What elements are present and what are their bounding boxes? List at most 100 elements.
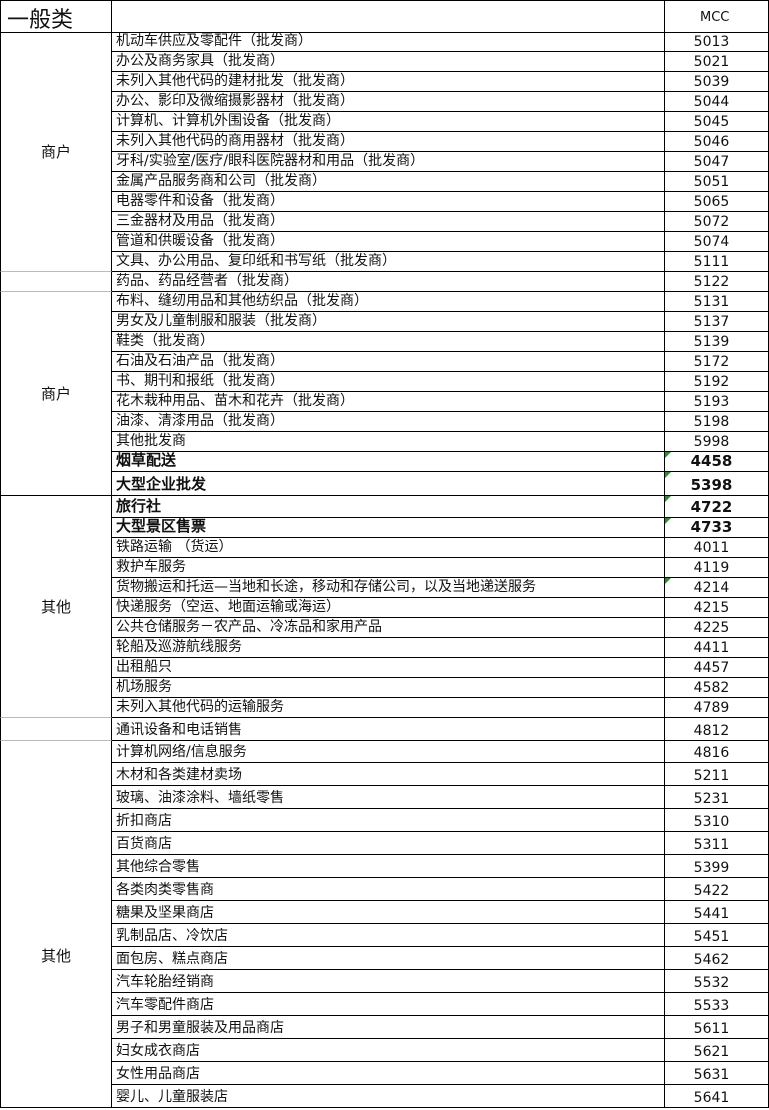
merchant-type-cell: 布料、缝纫用品和其他纺织品（批发商） — [112, 292, 665, 312]
merchant-type-cell: 女性用品商店 — [112, 1062, 665, 1085]
merchant-type-cell: 糖果及坚果商店 — [112, 901, 665, 924]
mcc-code-cell: 5231 — [665, 786, 769, 809]
mcc-code-cell: 5192 — [665, 372, 769, 392]
mcc-code-cell: 5451 — [665, 924, 769, 947]
group-cell: 商户 — [0, 292, 112, 496]
mcc-code-cell: 5311 — [665, 832, 769, 855]
group-cell — [0, 718, 112, 741]
mcc-code-cell: 5039 — [665, 72, 769, 92]
mcc-code-cell: 4215 — [665, 598, 769, 618]
merchant-type-cell: 轮船及巡游航线服务 — [112, 638, 665, 658]
mcc-code-cell: 4816 — [665, 741, 769, 763]
mcc-code-cell: 4582 — [665, 678, 769, 698]
merchant-type-cell: 未列入其他代码的运输服务 — [112, 698, 665, 718]
group-cell: 商户 — [0, 32, 112, 272]
mcc-code-cell: 4722 — [665, 496, 769, 518]
mcc-code-cell: 5621 — [665, 1039, 769, 1062]
mcc-code-cell: 5021 — [665, 52, 769, 72]
mcc-code-cell: 5044 — [665, 92, 769, 112]
merchant-type-cell: 通讯设备和电话销售 — [112, 718, 665, 741]
error-indicator-icon — [665, 496, 671, 502]
header-name-cell — [112, 0, 665, 33]
merchant-type-cell: 大型企业批发 — [112, 472, 665, 496]
merchant-type-cell: 玻璃、油漆涂料、墙纸零售 — [112, 786, 665, 809]
mcc-code-cell: 5532 — [665, 970, 769, 993]
mcc-code-cell: 5137 — [665, 312, 769, 332]
merchant-type-cell: 计算机、计算机外围设备（批发商） — [112, 112, 665, 132]
merchant-type-cell: 旅行社 — [112, 496, 665, 518]
mcc-code-cell: 4011 — [665, 538, 769, 558]
merchant-type-cell: 乳制品店、冷饮店 — [112, 924, 665, 947]
mcc-code-cell: 5399 — [665, 855, 769, 878]
mcc-code-cell: 4214 — [665, 578, 769, 598]
merchant-type-cell: 婴儿、儿童服装店 — [112, 1085, 665, 1108]
merchant-type-cell: 男女及儿童制服和服装（批发商） — [112, 312, 665, 332]
mcc-code-cell: 5046 — [665, 132, 769, 152]
merchant-type-cell: 三金器材及用品（批发商） — [112, 212, 665, 232]
header-category-cell: 一般类 — [0, 0, 112, 33]
merchant-type-cell: 救护车服务 — [112, 558, 665, 578]
merchant-type-cell: 快递服务（空运、地面运输或海运） — [112, 598, 665, 618]
mcc-code-cell: 5013 — [665, 32, 769, 52]
merchant-type-cell: 花木栽种用品、苗木和花卉（批发商） — [112, 392, 665, 412]
merchant-type-cell: 电器零件和设备（批发商） — [112, 192, 665, 212]
mcc-code-cell: 5122 — [665, 272, 769, 292]
merchant-type-cell: 铁路运输 （货运） — [112, 538, 665, 558]
merchant-type-cell: 未列入其他代码的建材批发（批发商） — [112, 72, 665, 92]
merchant-type-cell: 木材和各类建材卖场 — [112, 763, 665, 786]
mcc-code-cell: 5998 — [665, 432, 769, 452]
mcc-code-cell: 5462 — [665, 947, 769, 970]
mcc-code-cell: 5422 — [665, 878, 769, 901]
merchant-type-cell: 未列入其他代码的商用器材（批发商） — [112, 132, 665, 152]
merchant-type-cell: 药品、药品经营者（批发商） — [112, 272, 665, 292]
group-cell: 其他 — [0, 496, 112, 718]
merchant-type-cell: 出租船只 — [112, 658, 665, 678]
error-indicator-icon — [665, 472, 671, 478]
error-indicator-icon — [665, 518, 671, 524]
merchant-type-cell: 油漆、清漆用品（批发商） — [112, 412, 665, 432]
mcc-code-cell: 5631 — [665, 1062, 769, 1085]
header-mcc: MCC — [700, 10, 730, 25]
header-mcc-cell: MCC — [665, 0, 769, 33]
group-label: 其他 — [40, 947, 71, 965]
merchant-type-cell: 烟草配送 — [112, 452, 665, 472]
merchant-type-cell: 货物搬运和托运—当地和长途，移动和存储公司，以及当地递送服务 — [112, 578, 665, 598]
mcc-code-cell: 5172 — [665, 352, 769, 372]
mcc-code-cell: 5074 — [665, 232, 769, 252]
mcc-code-cell: 5611 — [665, 1016, 769, 1039]
merchant-type-cell: 计算机网络/信息服务 — [112, 741, 665, 763]
mcc-code-cell: 4457 — [665, 658, 769, 678]
mcc-code-cell: 5193 — [665, 392, 769, 412]
merchant-type-cell: 其他批发商 — [112, 432, 665, 452]
mcc-code-cell: 5139 — [665, 332, 769, 352]
merchant-type-cell: 折扣商店 — [112, 809, 665, 832]
mcc-code-cell: 4225 — [665, 618, 769, 638]
merchant-type-cell: 机动车供应及零配件（批发商） — [112, 32, 665, 52]
mcc-code-cell: 5310 — [665, 809, 769, 832]
mcc-code-cell: 4119 — [665, 558, 769, 578]
merchant-type-cell: 妇女成衣商店 — [112, 1039, 665, 1062]
merchant-type-cell: 其他综合零售 — [112, 855, 665, 878]
merchant-type-cell: 汽车轮胎经销商 — [112, 970, 665, 993]
mcc-code-cell: 5047 — [665, 152, 769, 172]
merchant-type-cell: 百货商店 — [112, 832, 665, 855]
mcc-code-cell: 4812 — [665, 718, 769, 741]
mcc-code-cell: 5065 — [665, 192, 769, 212]
mcc-code-cell: 5051 — [665, 172, 769, 192]
header-category: 一般类 — [7, 8, 74, 33]
merchant-type-cell: 鞋类（批发商） — [112, 332, 665, 352]
merchant-type-cell: 公共仓储服务－农产品、冷冻品和家用产品 — [112, 618, 665, 638]
merchant-type-cell: 男子和男童服装及用品商店 — [112, 1016, 665, 1039]
merchant-type-cell: 大型景区售票 — [112, 518, 665, 538]
merchant-type-cell: 面包房、糕点商店 — [112, 947, 665, 970]
mcc-code-cell: 4733 — [665, 518, 769, 538]
mcc-code-cell: 5072 — [665, 212, 769, 232]
mcc-code-cell: 4789 — [665, 698, 769, 718]
mcc-code-cell: 4411 — [665, 638, 769, 658]
error-indicator-icon — [665, 578, 671, 584]
mcc-code-cell: 5198 — [665, 412, 769, 432]
group-cell: 其他 — [0, 741, 112, 1108]
mcc-code-cell: 5441 — [665, 901, 769, 924]
group-cell — [0, 272, 112, 292]
mcc-code-cell: 5045 — [665, 112, 769, 132]
